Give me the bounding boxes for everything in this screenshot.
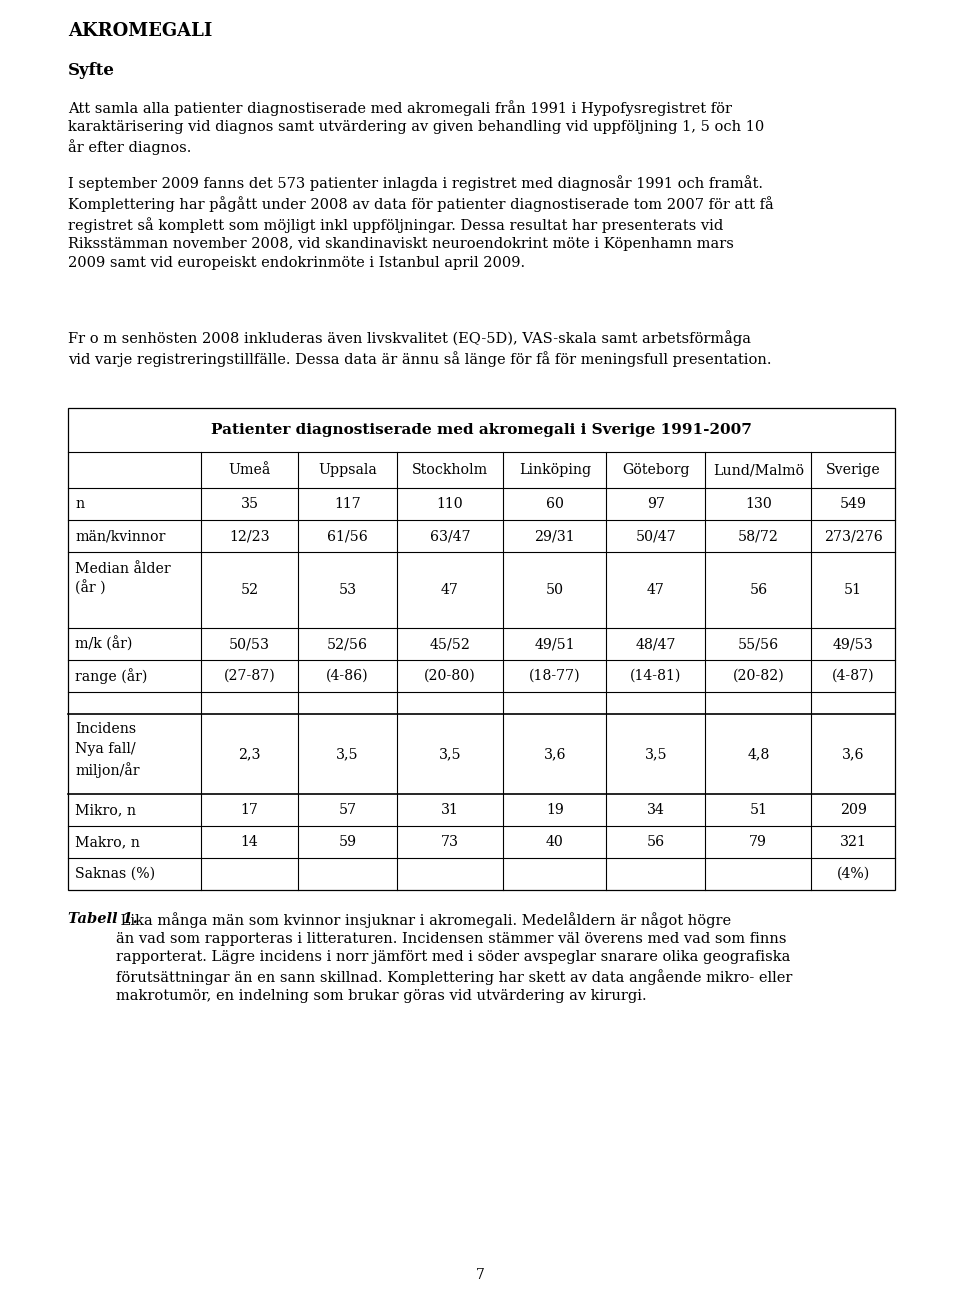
- Text: 73: 73: [441, 835, 459, 850]
- Text: (18-77): (18-77): [529, 669, 581, 684]
- Text: Umeå: Umeå: [228, 463, 271, 477]
- Text: 79: 79: [750, 835, 767, 850]
- Text: Göteborg: Göteborg: [622, 463, 689, 477]
- Text: (20-80): (20-80): [424, 669, 476, 684]
- Text: 50/47: 50/47: [636, 529, 676, 543]
- Text: 40: 40: [546, 835, 564, 850]
- Text: 50: 50: [545, 582, 564, 597]
- Text: 3,6: 3,6: [543, 747, 566, 761]
- Text: Incidens: Incidens: [75, 722, 136, 735]
- Bar: [68, 409, 895, 890]
- Text: Median ålder: Median ålder: [75, 562, 171, 576]
- Text: 97: 97: [647, 497, 665, 511]
- Text: range (år): range (år): [75, 668, 148, 684]
- Text: Linköping: Linköping: [518, 463, 590, 477]
- Text: (år ): (år ): [75, 580, 106, 595]
- Text: Lika många män som kvinnor insjuknar i akromegali. Medelåldern är något högre
än: Lika många män som kvinnor insjuknar i a…: [116, 912, 792, 1003]
- Text: 3,6: 3,6: [842, 747, 864, 761]
- Text: 110: 110: [437, 497, 464, 511]
- Text: (20-82): (20-82): [732, 669, 784, 684]
- Text: Fr o m senhösten 2008 inkluderas även livskvalitet (EQ-5D), VAS-skala samt arbet: Fr o m senhösten 2008 inkluderas även li…: [68, 329, 772, 367]
- Text: 31: 31: [441, 803, 459, 817]
- Text: 19: 19: [546, 803, 564, 817]
- Text: Tabell 1.: Tabell 1.: [68, 912, 138, 926]
- Text: (14-81): (14-81): [630, 669, 682, 684]
- Text: (4-86): (4-86): [326, 669, 369, 684]
- Text: 50/53: 50/53: [229, 637, 270, 651]
- Text: 57: 57: [339, 803, 356, 817]
- Text: 53: 53: [339, 582, 356, 597]
- Text: Lund/Malmö: Lund/Malmö: [713, 463, 804, 477]
- Text: 35: 35: [241, 497, 258, 511]
- Text: miljon/år: miljon/år: [75, 763, 139, 778]
- Text: 34: 34: [647, 803, 665, 817]
- Text: 47: 47: [647, 582, 665, 597]
- Text: m/k (år): m/k (år): [75, 637, 132, 651]
- Text: män/kvinnor: män/kvinnor: [75, 529, 165, 543]
- Text: Nya fall/: Nya fall/: [75, 742, 135, 756]
- Text: n: n: [75, 497, 84, 511]
- Text: 45/52: 45/52: [430, 637, 470, 651]
- Text: 49/51: 49/51: [535, 637, 575, 651]
- Text: 321: 321: [840, 835, 867, 850]
- Text: Att samla alla patienter diagnostiserade med akromegali från 1991 i Hypofysregis: Att samla alla patienter diagnostiserade…: [68, 100, 764, 156]
- Text: 51: 51: [844, 582, 862, 597]
- Text: Stockholm: Stockholm: [412, 463, 488, 477]
- Text: 14: 14: [241, 835, 258, 850]
- Text: 51: 51: [750, 803, 767, 817]
- Text: 3,5: 3,5: [644, 747, 667, 761]
- Text: 4,8: 4,8: [747, 747, 770, 761]
- Text: Mikro, n: Mikro, n: [75, 803, 136, 817]
- Text: 29/31: 29/31: [535, 529, 575, 543]
- Text: (4-87): (4-87): [832, 669, 875, 684]
- Text: 7: 7: [475, 1268, 485, 1281]
- Text: Sverige: Sverige: [826, 463, 880, 477]
- Text: Syfte: Syfte: [68, 62, 115, 79]
- Text: 273/276: 273/276: [824, 529, 882, 543]
- Text: 56: 56: [647, 835, 665, 850]
- Text: 3,5: 3,5: [439, 747, 462, 761]
- Text: 52: 52: [241, 582, 258, 597]
- Text: 58/72: 58/72: [738, 529, 779, 543]
- Text: 130: 130: [745, 497, 772, 511]
- Text: 12/23: 12/23: [229, 529, 270, 543]
- Text: Uppsala: Uppsala: [318, 463, 377, 477]
- Text: I september 2009 fanns det 573 patienter inlagda i registret med diagnosår 1991 : I september 2009 fanns det 573 patienter…: [68, 175, 774, 270]
- Text: 56: 56: [750, 582, 767, 597]
- Text: 48/47: 48/47: [636, 637, 676, 651]
- Text: 549: 549: [840, 497, 867, 511]
- Text: 52/56: 52/56: [327, 637, 368, 651]
- Text: 2,3: 2,3: [238, 747, 261, 761]
- Text: Saknas (%): Saknas (%): [75, 866, 156, 881]
- Text: 49/53: 49/53: [833, 637, 874, 651]
- Text: 47: 47: [441, 582, 459, 597]
- Text: 3,5: 3,5: [336, 747, 359, 761]
- Text: AKROMEGALI: AKROMEGALI: [68, 22, 212, 40]
- Text: 63/47: 63/47: [430, 529, 470, 543]
- Text: 61/56: 61/56: [327, 529, 368, 543]
- Text: Makro, n: Makro, n: [75, 835, 140, 850]
- Text: 59: 59: [339, 835, 356, 850]
- Text: (4%): (4%): [836, 866, 870, 881]
- Text: 117: 117: [334, 497, 361, 511]
- Text: 60: 60: [546, 497, 564, 511]
- Text: 209: 209: [840, 803, 867, 817]
- Text: (27-87): (27-87): [224, 669, 276, 684]
- Text: Patienter diagnostiserade med akromegali i Sverige 1991-2007: Patienter diagnostiserade med akromegali…: [211, 423, 752, 437]
- Text: 55/56: 55/56: [738, 637, 779, 651]
- Text: 17: 17: [241, 803, 258, 817]
